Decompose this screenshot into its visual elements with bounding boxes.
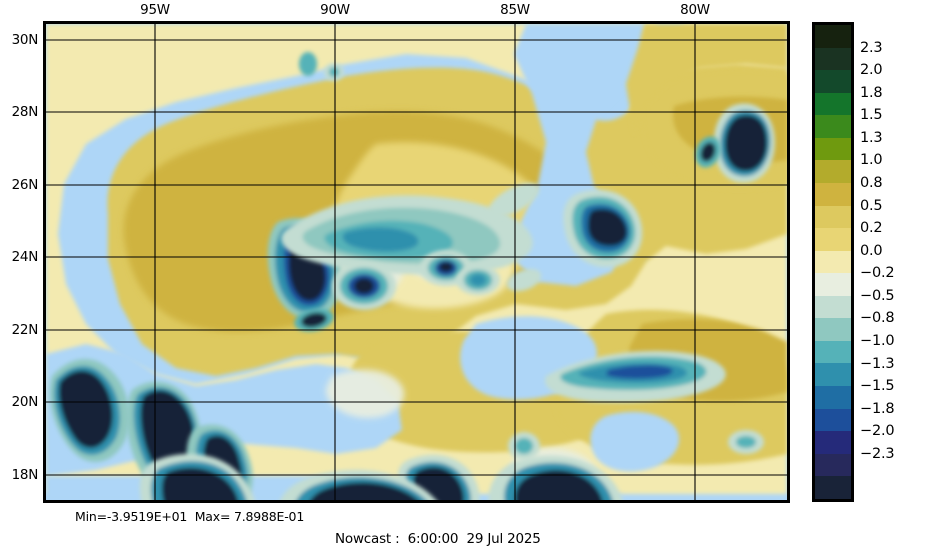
colorbar-swatch-18: [815, 431, 851, 454]
min-max-readout: Min=-3.9519E+01 Max= 7.8988E-01: [75, 509, 305, 524]
colorbar-tick-2: 1.8: [860, 84, 883, 101]
colorbar-tick-1: 2.0: [860, 62, 883, 79]
colorbar-swatch-9: [815, 228, 851, 251]
colorbar-swatch-16: [815, 386, 851, 409]
colorbar-swatch-7: [815, 182, 851, 206]
colorbar-swatch-20: [815, 476, 851, 499]
colorbar-tick-9: 0.0: [860, 242, 883, 259]
colorbar-tick-5: 1.0: [860, 152, 883, 169]
colorbar-swatch-14: [815, 340, 851, 364]
lat-tick-24n: 24N: [11, 249, 39, 265]
lon-tick-90w: 90W: [320, 2, 350, 18]
colorbar-tick-15: −1.5: [860, 378, 895, 395]
colorbar-swatch-10: [815, 250, 851, 274]
colorbar-swatch-1: [815, 47, 851, 71]
nowcast-timestamp: Nowcast : 6:00:00 29 Jul 2025: [335, 531, 541, 547]
contour-map-svg: [46, 24, 787, 500]
colorbar-swatch-2: [815, 70, 851, 93]
colorbar-swatch-11: [815, 273, 851, 296]
colorbar-tick-18: −2.3: [860, 445, 895, 462]
colorbar-tick-7: 0.5: [860, 197, 883, 214]
colorbar-tick-16: −1.8: [860, 400, 895, 417]
lat-tick-18n: 18N: [11, 467, 39, 483]
colorbar-tick-8: 0.2: [860, 220, 883, 237]
colorbar-swatch-12: [815, 295, 851, 319]
colorbar-swatch-19: [815, 453, 851, 477]
lon-tick-80w: 80W: [680, 2, 710, 18]
colorbar-swatch-5: [815, 137, 851, 161]
colorbar-swatch-17: [815, 408, 851, 432]
colorbar-tick-10: −0.2: [860, 265, 895, 282]
colorbar-tick-12: −0.8: [860, 310, 895, 327]
lat-tick-22n: 22N: [11, 322, 39, 338]
colorbar-swatch-4: [815, 115, 851, 138]
lat-tick-30n: 30N: [11, 32, 39, 48]
colorbar-swatch-13: [815, 318, 851, 341]
contour-field: [46, 24, 787, 500]
lat-tick-26n: 26N: [11, 177, 39, 193]
lat-tick-28n: 28N: [11, 104, 39, 120]
colorbar-tick-17: −2.0: [860, 423, 895, 440]
colorbar-swatch-8: [815, 205, 851, 229]
colorbar-swatch-3: [815, 92, 851, 116]
lat-tick-20n: 20N: [11, 394, 39, 410]
colorbar-swatch-15: [815, 363, 851, 386]
colorbar-tick-labels: 2.3 2.0 1.8 1.5 1.3 1.0 0.8 0.5 0.2 0.0 −0.2 −0.5 −0…: [860, 22, 924, 502]
lon-tick-95w: 95W: [140, 2, 170, 18]
map-plot-area[interactable]: [43, 21, 790, 503]
colorbar-tick-3: 1.5: [860, 107, 883, 124]
colorbar-tick-13: −1.0: [860, 333, 895, 349]
colorbar-tick-11: −0.5: [860, 287, 895, 304]
graticule: [46, 24, 787, 500]
colorbar-tick-0: 2.3: [860, 39, 883, 56]
lon-tick-85w: 85W: [500, 2, 530, 18]
colorbar-swatch-6: [815, 160, 851, 183]
colorbar-tick-6: 0.8: [860, 175, 883, 191]
colorbar[interactable]: [812, 22, 854, 502]
colorbar-tick-14: −1.3: [860, 355, 895, 372]
colorbar-tick-4: 1.3: [860, 129, 883, 146]
colorbar-swatch-0: [815, 25, 851, 48]
